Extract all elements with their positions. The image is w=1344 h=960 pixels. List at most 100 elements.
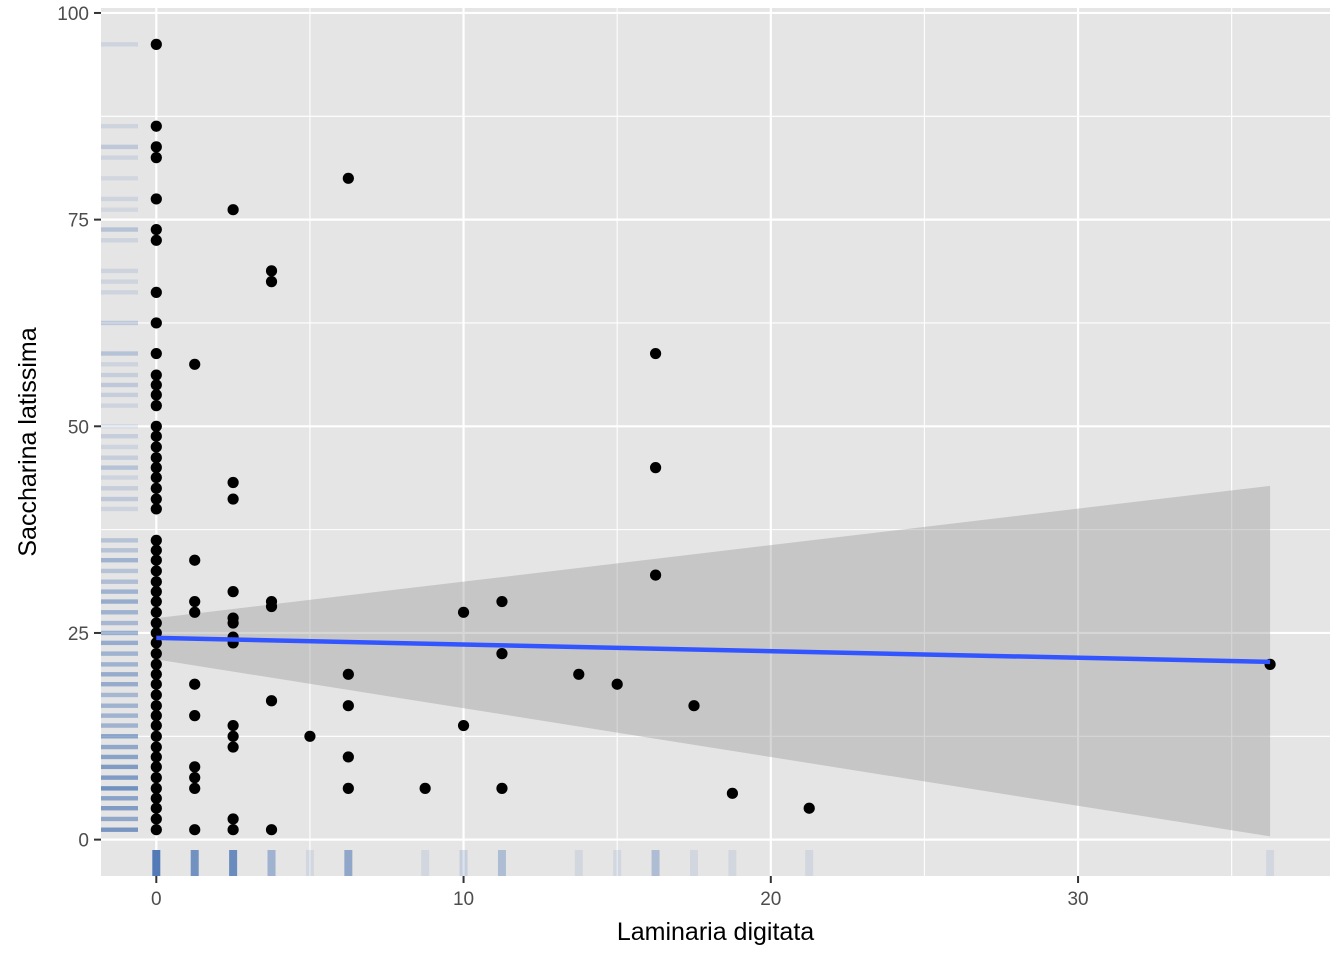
x-tick-label: 30 (1067, 889, 1088, 910)
y-rug-mark (101, 579, 138, 584)
y-rug-mark (101, 362, 138, 367)
y-rug-mark (101, 640, 138, 646)
scatter-points (150, 38, 1276, 836)
x-rug (152, 850, 1275, 876)
y-rug-mark (101, 124, 138, 129)
y-rug-mark (101, 268, 138, 274)
y-rug-mark (101, 455, 138, 460)
data-point (150, 719, 162, 732)
data-point (150, 802, 162, 814)
data-point (150, 730, 162, 742)
y-rug-mark (101, 589, 138, 594)
data-point (227, 730, 239, 742)
data-point (227, 719, 239, 732)
data-point (189, 772, 201, 784)
data-point (649, 462, 662, 474)
data-point (649, 569, 662, 581)
y-rug-mark (101, 662, 138, 667)
y-rug-mark (101, 207, 138, 212)
y-rug-mark (101, 703, 138, 708)
data-point (726, 787, 738, 799)
data-point (150, 152, 162, 164)
confidence-ribbon (156, 485, 1271, 837)
y-rug-mark (101, 382, 138, 388)
y-rug-mark (101, 372, 138, 378)
data-point (265, 600, 278, 613)
regression-line (156, 635, 1271, 665)
y-rug-mark (101, 320, 138, 326)
x-rug-mark (805, 850, 814, 876)
y-tick-label: 25 (68, 624, 89, 645)
data-point (189, 606, 201, 618)
data-point (150, 141, 162, 153)
y-rug-mark (101, 392, 138, 398)
x-rug-mark (728, 850, 737, 876)
data-point (265, 276, 278, 288)
data-point (150, 700, 162, 712)
data-point (150, 503, 162, 515)
data-point (573, 668, 585, 680)
y-rug-mark (101, 734, 138, 739)
data-point (189, 554, 201, 566)
y-rug-mark (101, 744, 138, 750)
y-rug-mark (101, 713, 138, 718)
data-point (227, 824, 239, 836)
data-point (457, 606, 470, 618)
data-point (227, 741, 239, 753)
data-point (150, 678, 162, 690)
data-point (227, 617, 239, 629)
data-point (150, 534, 162, 546)
data-point (189, 595, 201, 608)
y-rug-mark (101, 538, 138, 543)
data-point (150, 689, 162, 701)
data-point (150, 400, 162, 412)
x-tick-label: 0 (151, 889, 162, 910)
y-rug-mark (101, 496, 138, 502)
data-point (150, 317, 162, 329)
y-rug-mark (101, 651, 138, 656)
data-point (688, 700, 700, 712)
x-rug-mark (613, 850, 622, 876)
x-rug-mark (267, 850, 276, 876)
y-rug-mark (101, 568, 138, 574)
y-rug-mark (101, 403, 138, 408)
data-point (150, 379, 162, 391)
x-tick-label: 20 (760, 889, 781, 910)
y-rug-mark (101, 548, 138, 553)
y-rug-mark (101, 42, 138, 47)
data-point (342, 751, 354, 763)
data-point (496, 595, 508, 608)
data-point (150, 38, 162, 50)
x-rug-mark (305, 850, 314, 876)
data-point (150, 751, 162, 763)
data-point (150, 420, 162, 432)
data-point (150, 120, 162, 132)
data-point (457, 719, 470, 732)
x-rug-mark (190, 850, 199, 876)
data-point (150, 792, 162, 804)
data-point (150, 452, 162, 464)
data-point (150, 565, 162, 577)
data-point (265, 265, 278, 277)
data-point (150, 813, 162, 825)
data-point (611, 678, 623, 690)
data-point (342, 172, 354, 184)
data-point (150, 369, 162, 381)
data-point (496, 648, 508, 660)
x-rug-mark (152, 850, 161, 876)
data-point (189, 761, 201, 773)
data-point (803, 802, 815, 814)
data-point (150, 668, 162, 680)
data-point (150, 462, 162, 474)
x-rug-mark (459, 850, 468, 876)
x-tick-label: 10 (453, 889, 474, 910)
data-point (150, 286, 162, 298)
y-tick-label: 75 (68, 211, 89, 232)
y-rug-mark (101, 351, 138, 356)
data-point (227, 476, 239, 489)
data-point (150, 741, 162, 753)
x-rug-mark (229, 850, 238, 876)
y-rug-mark (101, 486, 138, 491)
y-rug (101, 42, 138, 832)
